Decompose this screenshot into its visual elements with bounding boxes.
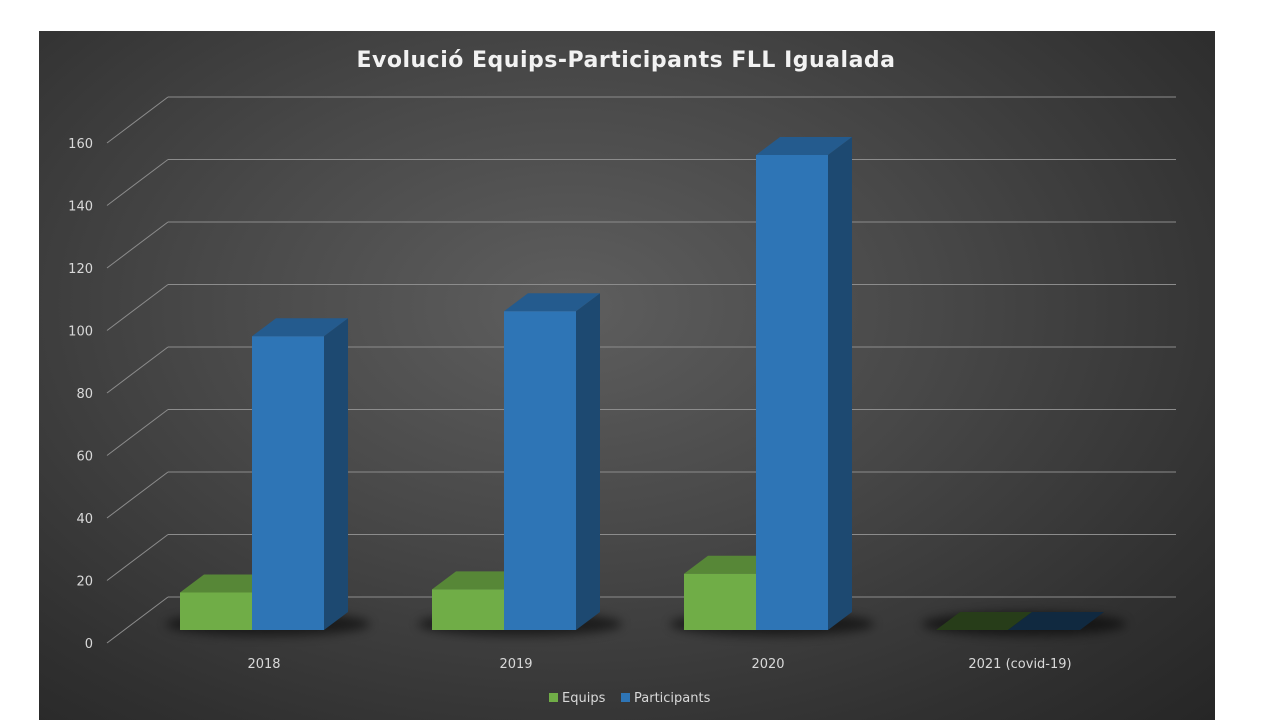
gridline — [106, 221, 1176, 269]
chart-title: Evolució Equips-Participants FLL Igualad… — [356, 48, 895, 73]
legend-item-participants: Participants — [621, 691, 711, 706]
y-tick-label: 0 — [85, 637, 93, 652]
bars — [180, 137, 1104, 630]
chart-svg: Evolució Equips-Participants FLL Igualad… — [68, 48, 1176, 706]
legend-swatch — [549, 693, 558, 702]
x-category-label: 2021 (covid-19) — [968, 657, 1071, 672]
x-axis-categories: 2018 2019 2020 2021 (covid-19) — [247, 657, 1071, 672]
x-category-label: 2018 — [247, 657, 280, 672]
bar-participants — [1008, 612, 1104, 630]
chart-area: Evolució Equips-Participants FLL Igualad… — [39, 31, 1215, 720]
legend: Equips Participants — [549, 691, 711, 706]
y-tick-label: 140 — [68, 200, 93, 215]
x-category-label: 2020 — [751, 657, 784, 672]
y-tick-label: 60 — [76, 450, 93, 465]
y-tick-label: 20 — [76, 575, 93, 590]
bar-participants — [252, 318, 348, 630]
bar-participants — [504, 293, 600, 630]
bar-participants — [756, 137, 852, 630]
legend-label: Participants — [634, 691, 711, 706]
y-axis-ticks: 0 20 40 60 80 100 120 140 160 — [68, 137, 93, 652]
x-category-label: 2019 — [499, 657, 532, 672]
gridline — [106, 96, 1176, 144]
legend-swatch — [621, 693, 630, 702]
y-tick-label: 160 — [68, 137, 93, 152]
y-tick-label: 120 — [68, 262, 93, 277]
bar-equips — [936, 612, 1032, 630]
gridline — [106, 284, 1176, 331]
y-tick-label: 40 — [76, 512, 93, 527]
y-tick-label: 80 — [76, 387, 93, 402]
legend-item-equips: Equips — [549, 691, 606, 706]
y-tick-label: 100 — [68, 325, 93, 340]
gridline — [106, 159, 1176, 206]
legend-label: Equips — [562, 691, 606, 706]
